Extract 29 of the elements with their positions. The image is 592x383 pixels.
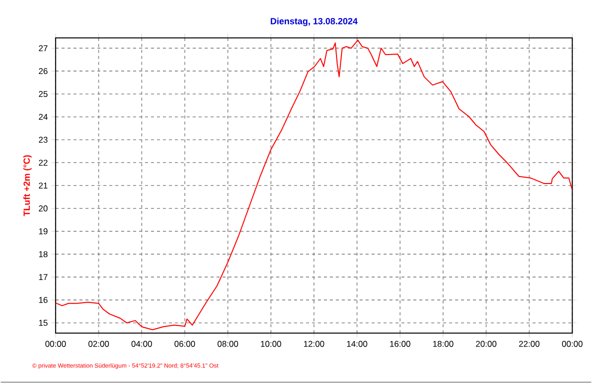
chart-title: Dienstag, 13.08.2024	[270, 18, 358, 26]
x-tick-label: 04:00	[131, 340, 152, 347]
y-tick-label: 23	[38, 136, 48, 143]
x-tick-label: 00:00	[562, 340, 583, 347]
x-tick-label: 08:00	[218, 340, 238, 347]
y-tick-label: 17	[39, 274, 48, 280]
y-tick-label: 20	[38, 205, 48, 212]
x-tick-label: 18:00	[433, 340, 454, 347]
x-tick-label: 06:00	[174, 340, 196, 347]
y-tick-label: 21	[38, 182, 48, 188]
x-tick-label: 12:00	[304, 340, 324, 347]
x-tick-label: 16:00	[390, 340, 410, 347]
x-tick-label: 02:00	[88, 340, 109, 347]
y-tick-label: 27	[38, 45, 48, 52]
y-tick-label: 19	[39, 228, 48, 234]
x-tick-label: 22:00	[519, 340, 540, 347]
y-axis-title: TLuft +2m (°C)	[23, 155, 32, 216]
y-tick-label: 15	[39, 320, 48, 326]
y-tick-label: 24	[38, 114, 48, 120]
y-tick-label: 22	[38, 160, 48, 166]
x-tick-label: 20:00	[476, 340, 496, 347]
y-tick-label: 25	[38, 90, 48, 97]
x-tick-label: 14:00	[347, 340, 368, 347]
y-tick-label: 16	[39, 296, 48, 303]
y-tick-label: 26	[38, 68, 48, 74]
line-series	[56, 40, 572, 330]
y-tick-label: 18	[39, 251, 48, 258]
x-tick-label: 00:00	[45, 340, 66, 347]
x-tick-label: 10:00	[260, 340, 282, 347]
